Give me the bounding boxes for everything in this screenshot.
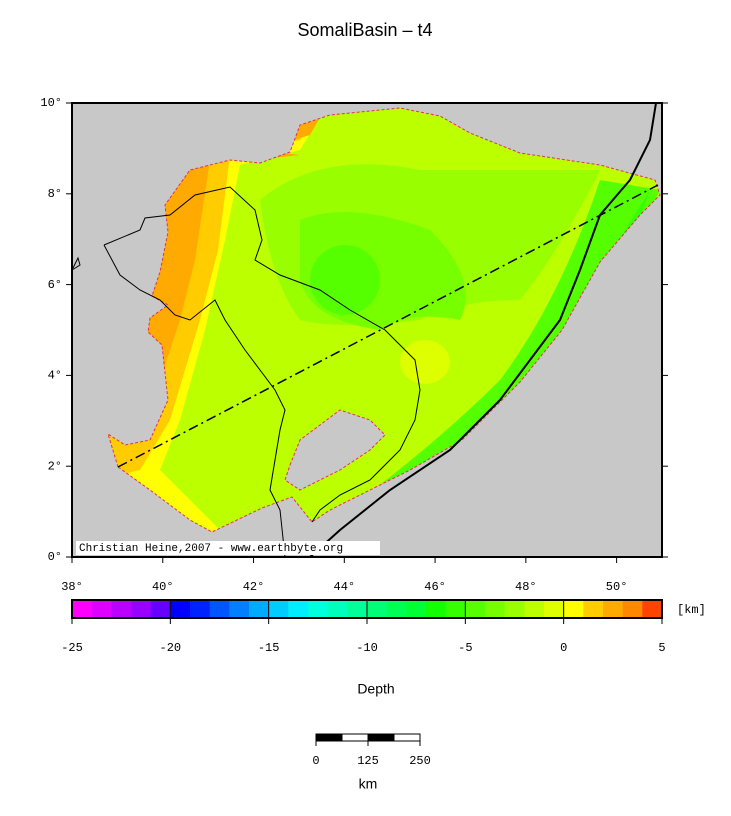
map-frame <box>71 102 663 558</box>
colorbar-swatch <box>308 600 329 618</box>
colorbar-swatch <box>603 600 624 618</box>
x-tick-label: 48° <box>515 580 537 594</box>
colorbar-tick-label: 0 <box>560 641 567 655</box>
colorbar-swatch <box>288 600 309 618</box>
y-tick-label: 10° <box>40 96 62 110</box>
colorbar-swatch <box>386 600 407 618</box>
colorbar-tick-label: 5 <box>658 641 665 655</box>
credit-box <box>76 541 380 555</box>
y-tick-label: 4° <box>48 369 62 383</box>
colorbar-swatch <box>544 600 565 618</box>
scalebar-tick-label: 125 <box>357 754 379 768</box>
scalebar-unit: km <box>359 776 378 792</box>
colorbar-swatch <box>367 600 388 618</box>
colorbar-swatch <box>583 600 604 618</box>
colorbar-swatch <box>347 600 368 618</box>
colorbar-swatch <box>445 600 466 618</box>
scalebar-tick-label: 250 <box>409 754 431 768</box>
colorbar-swatch <box>91 600 112 618</box>
scalebar-segment <box>315 733 343 742</box>
y-tick-label: 2° <box>48 459 62 473</box>
scalebar-segment <box>341 733 369 742</box>
region-hole <box>284 409 386 491</box>
colorbar-swatch <box>426 600 447 618</box>
colorbar-tick-label: -5 <box>458 641 472 655</box>
title: SomaliBasin – t4 <box>297 20 432 40</box>
colorbar-swatch <box>327 600 348 618</box>
colorbar-swatch <box>563 600 584 618</box>
colorbar-tick-label: -20 <box>160 641 182 655</box>
scalebar-segment <box>393 733 421 742</box>
colorbar-swatch <box>622 600 643 618</box>
colorbar-swatch <box>465 600 486 618</box>
x-tick-label: 44° <box>334 580 356 594</box>
x-tick-label: 50° <box>606 580 628 594</box>
colorbar-swatch <box>642 600 663 618</box>
colorbar-swatch <box>249 600 270 618</box>
colorbar-label: Depth <box>357 681 394 697</box>
y-tick-label: 8° <box>48 187 62 201</box>
profile-line <box>117 184 659 468</box>
colorbar-tick-label: -10 <box>356 641 378 655</box>
colorbar-swatch <box>111 600 132 618</box>
y-tick-label: 0° <box>48 550 62 564</box>
colorbar-swatch <box>209 600 230 618</box>
x-tick-label: 38° <box>61 580 83 594</box>
colorbar-swatch <box>268 600 289 618</box>
x-tick-label: 46° <box>424 580 446 594</box>
colorbar-swatch <box>131 600 152 618</box>
colorbar-swatch <box>72 600 93 618</box>
colorbar-swatch <box>170 600 191 618</box>
y-tick-label: 6° <box>48 278 62 292</box>
colorbar-swatch <box>406 600 427 618</box>
x-tick-label: 40° <box>152 580 174 594</box>
region-outline <box>107 107 661 533</box>
colorbar-swatch <box>150 600 171 618</box>
x-tick-label: 42° <box>243 580 265 594</box>
scalebar-tick-label: 0 <box>312 754 319 768</box>
coastlines <box>71 102 657 558</box>
colorbar-swatch <box>190 600 211 618</box>
colorbar-tick-label: -25 <box>61 641 83 655</box>
colorbar-swatch <box>229 600 250 618</box>
colorbar-swatch <box>524 600 545 618</box>
colorbar-tick-label: -15 <box>258 641 280 655</box>
colorbar-swatch <box>485 600 506 618</box>
scalebar-segment <box>367 733 395 742</box>
colorbar-unit: [km] <box>677 603 706 617</box>
credit: Christian Heine,2007 - www.earthbyte.org <box>79 543 343 555</box>
colorbar-swatch <box>504 600 525 618</box>
